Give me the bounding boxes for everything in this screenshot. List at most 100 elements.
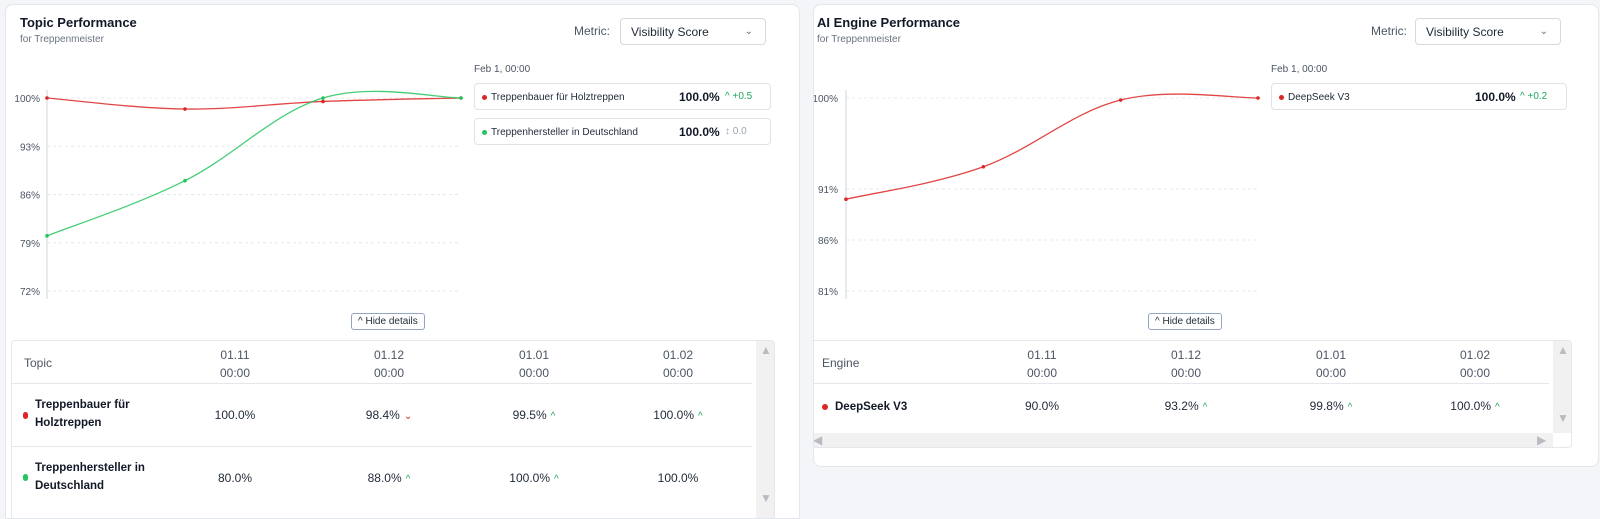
tooltip-item-value: 100.0% <box>679 125 720 139</box>
topic-data-table: Topic 01.11 00:00 01.12 00:00 01.01 00:00 0… <box>11 340 775 518</box>
tooltip-item-name: DeepSeek V3 <box>1288 92 1350 103</box>
table-cell: 90.0% <box>1024 399 1060 413</box>
y-tick-label: 100% <box>814 94 838 105</box>
scroll-up-arrow-icon[interactable]: ▲ <box>760 343 772 357</box>
tooltip-time: Feb 1, 00:00 <box>474 64 531 75</box>
data-point <box>981 164 986 169</box>
series-color-dot <box>482 130 487 135</box>
chevron-up-icon: ^ <box>1155 316 1160 327</box>
up-arrow-icon: ^ <box>698 411 703 422</box>
tooltip-item-change: ^ +0.2 <box>1520 91 1548 102</box>
tooltip-item: DeepSeek V3 100.0% ^ +0.2 <box>1271 83 1567 110</box>
table-header-engine: Engine <box>822 356 860 370</box>
y-tick-label: 86% <box>20 191 40 202</box>
horizontal-scrollbar[interactable]: ◀ ▶ <box>813 433 1553 447</box>
table-column-header: 01.11 00:00 <box>219 348 251 380</box>
metric-label: Metric: <box>1371 24 1407 38</box>
metric-select[interactable]: Visibility Score ⌄ <box>620 18 766 45</box>
hide-details-button[interactable]: ^ Hide details <box>351 313 425 330</box>
up-arrow-icon: ^ <box>405 474 411 485</box>
topic-line-chart: 100% 93% 86% 79% 72% <box>14 90 463 299</box>
table-cell: 80.0% <box>217 471 253 485</box>
table-cell: 98.4% ⌄ <box>365 408 413 422</box>
table-cell: 93.2% ^ <box>1164 399 1208 413</box>
tooltip-item-value: 100.0% <box>1475 90 1516 104</box>
metric-label: Metric: <box>574 24 610 38</box>
metric-select[interactable]: Visibility Score ⌄ <box>1415 18 1561 45</box>
hide-details-button[interactable]: ^ Hide details <box>1148 313 1222 330</box>
up-arrow-icon: ^ <box>1202 402 1208 413</box>
up-arrow-icon: ^ <box>1520 91 1525 102</box>
tooltip-item-change: ^ +0.5 <box>725 91 753 102</box>
chevron-down-icon: ⌄ <box>1539 26 1548 37</box>
tooltip-item: Treppenhersteller in Deutschland 100.0% … <box>474 118 771 145</box>
panel-title: AI Engine Performance <box>817 15 961 30</box>
data-point <box>183 178 187 183</box>
data-point <box>321 99 325 104</box>
table-column-header: 01.02 00:00 <box>1459 348 1491 380</box>
table-cell: 99.8% ^ <box>1309 399 1353 413</box>
series-line <box>845 93 1259 200</box>
series-line <box>46 97 462 110</box>
table-cell: 88.0% ^ <box>367 471 411 485</box>
vertical-scrollbar[interactable]: ▲ ▼ <box>756 341 774 518</box>
vertical-scrollbar[interactable]: ▲ ▼ <box>1553 341 1571 433</box>
series-color-dot <box>1279 95 1284 100</box>
table-header-topic: Topic <box>24 356 53 370</box>
row-name: Treppenhersteller in Deutschland <box>35 462 145 492</box>
table-cell: 100.0% <box>657 471 699 485</box>
tooltip-item: Treppenbauer für Holztreppen 100.0% ^ +0… <box>474 83 771 110</box>
scroll-right-arrow-icon[interactable]: ▶ <box>1537 433 1547 447</box>
data-point <box>1118 98 1123 102</box>
neutral-arrow-icon: ↕ <box>725 126 730 137</box>
divider <box>12 383 752 384</box>
series-color-dot <box>482 95 487 100</box>
tooltip-item-value: 100.0% <box>679 90 720 104</box>
table-cell: 100.0% ^ <box>509 471 559 485</box>
data-point <box>45 234 49 238</box>
table-cell: 100.0% ^ <box>653 408 703 422</box>
y-tick-label: 100% <box>14 94 40 105</box>
panel-title: Topic Performance <box>20 15 137 30</box>
row-name: Treppenbauer für Holztreppen <box>35 399 130 429</box>
metric-select-value: Visibility Score <box>1426 25 1504 39</box>
panel-subtitle: for Treppenmeister <box>817 34 901 45</box>
divider <box>12 446 752 447</box>
scroll-up-arrow-icon[interactable]: ▲ <box>1557 343 1569 357</box>
series-color-dot <box>23 412 28 419</box>
tooltip-item-name: Treppenbauer für Holztreppen <box>491 92 625 103</box>
data-point <box>1256 96 1260 100</box>
row-name: DeepSeek V3 <box>835 401 908 413</box>
y-tick-label: 79% <box>20 239 40 250</box>
tooltip-time: Feb 1, 00:00 <box>1271 64 1328 75</box>
data-point <box>183 107 187 111</box>
ai-engine-performance-panel: AI Engine Performance for Treppenmeister… <box>813 4 1599 467</box>
table-column-header: 01.01 00:00 <box>1315 348 1347 380</box>
up-arrow-icon: ^ <box>1347 402 1353 413</box>
tooltip-item-name: Treppenhersteller in Deutschland <box>491 127 638 138</box>
engine-data-table: Engine 01.11 00:00 01.12 00:00 01.01 00:00 … <box>813 340 1572 448</box>
chevron-up-icon: ^ <box>358 316 363 327</box>
data-point <box>459 96 463 100</box>
down-arrow-icon: ⌄ <box>403 411 413 422</box>
y-tick-label: 72% <box>20 287 40 298</box>
y-tick-label: 86% <box>818 236 838 247</box>
table-column-header: 01.11 00:00 <box>1026 348 1058 380</box>
chevron-down-icon: ⌄ <box>744 26 753 37</box>
scroll-down-arrow-icon[interactable]: ▼ <box>760 491 772 505</box>
series-color-dot <box>23 474 28 481</box>
y-tick-label: 93% <box>20 142 40 153</box>
scroll-left-arrow-icon[interactable]: ◀ <box>813 433 823 447</box>
series-line <box>46 90 462 237</box>
data-point <box>321 96 325 100</box>
table-column-header: 01.12 00:00 <box>1170 348 1202 380</box>
table-cell: 100.0% ^ <box>1450 399 1500 413</box>
scroll-down-arrow-icon[interactable]: ▼ <box>1557 411 1569 425</box>
topic-performance-panel: Topic Performance for Treppenmeister Met… <box>5 4 800 519</box>
up-arrow-icon: ^ <box>550 411 556 422</box>
y-tick-label: 91% <box>818 185 838 196</box>
divider <box>814 383 1549 384</box>
table-cell: 99.5% ^ <box>512 408 556 422</box>
data-point <box>844 197 848 201</box>
data-point <box>45 96 49 100</box>
